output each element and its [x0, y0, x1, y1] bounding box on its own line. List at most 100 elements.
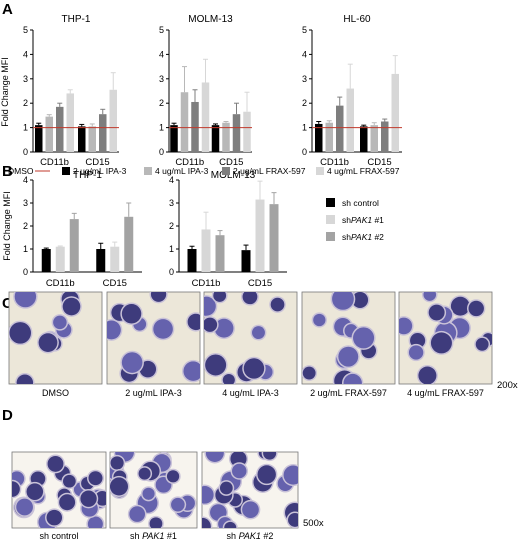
y-tick-label: 2 [169, 221, 174, 231]
cell-nucleus [202, 486, 214, 504]
cell-nucleus [80, 490, 97, 507]
bar [96, 249, 106, 272]
y-tick-label: 5 [159, 25, 164, 35]
bar [99, 114, 107, 152]
cell-nucleus [47, 455, 64, 472]
category-label: CD11b [320, 157, 349, 168]
cell-nucleus [153, 319, 173, 339]
bar [360, 126, 368, 152]
category-label: CD15 [367, 157, 391, 168]
cell-nucleus [138, 467, 151, 480]
cell-nucleus [139, 360, 157, 378]
legend-swatch [316, 167, 324, 175]
y-tick-label: 4 [169, 175, 174, 185]
cell-nucleus [242, 501, 259, 518]
cell-nucleus [302, 366, 316, 380]
category-label: CD15 [219, 157, 243, 168]
chart-0: THP-1 Fold Change MFI 0 1 2 3 4 5 CD11b CD15 [0, 14, 119, 168]
micrograph-caption: 4 ug/mL IPA-3 [222, 388, 279, 398]
cell-nucleus [62, 297, 81, 316]
bar [232, 114, 241, 152]
category-label: CD11b [175, 157, 204, 168]
cell-nucleus [288, 512, 298, 527]
y-tick-label: 1 [302, 123, 307, 133]
bar [69, 219, 79, 272]
cell-nucleus [9, 322, 32, 344]
cell-nucleus [232, 463, 247, 479]
bar [346, 88, 354, 152]
bar [35, 125, 43, 152]
cell-nucleus [423, 292, 437, 301]
chart-title: MOLM-13 [188, 14, 233, 25]
bar [255, 199, 265, 272]
cell-nucleus [107, 320, 121, 340]
legend-swatch [62, 167, 70, 175]
legend-swatch [222, 167, 230, 175]
cell-nucleus [150, 292, 167, 302]
legend-label: 2 ug/mL IPA-3 [73, 166, 127, 176]
bar [170, 125, 178, 152]
bar [109, 89, 117, 152]
cell-nucleus [450, 296, 470, 316]
bar [315, 123, 323, 152]
y-tick-label: 3 [159, 74, 164, 84]
cell-nucleus [204, 317, 218, 332]
cell-nucleus [224, 521, 237, 528]
cell-nucleus [16, 374, 34, 384]
chart-3: THP-1 Fold Change MFI 0 1 2 3 4 CD11b CD15 [2, 170, 142, 289]
cell-nucleus [88, 471, 103, 486]
category-label: CD11b [40, 157, 69, 168]
cell-nucleus [338, 346, 359, 367]
cell-nucleus [95, 490, 106, 506]
cell-nucleus [204, 296, 216, 316]
panel-letter-a: A [2, 1, 13, 18]
y-axis-label: Fold Change MFI [2, 191, 12, 261]
cell-nucleus [38, 333, 58, 352]
bar [222, 122, 230, 152]
micrograph-caption: 2 ug/mL IPA-3 [125, 388, 182, 398]
cell-nucleus [110, 456, 124, 470]
cell-nucleus [430, 332, 452, 354]
chart-1: MOLM-13 0 1 2 3 4 5 CD11b CD15 [159, 14, 252, 168]
chart-title: THP-1 [73, 170, 102, 181]
y-tick-label: 3 [23, 74, 28, 84]
bar [55, 246, 65, 272]
legend-label: shPAK1 #2 [342, 232, 384, 242]
bar [41, 249, 51, 272]
micrographs-panel-c: DMSO 2 ug/mL IPA-3 4 ug/mL IPA-3 2 ug/mL FR… [8, 291, 518, 398]
bar [391, 73, 399, 152]
cell-nucleus [213, 292, 227, 302]
cell-nucleus [166, 470, 180, 483]
magnification-label: 500x [303, 518, 324, 529]
cell-nucleus [121, 352, 143, 373]
bar [381, 121, 389, 152]
cell-nucleus [142, 487, 155, 500]
legend-swatch [326, 215, 335, 224]
category-label: CD15 [85, 157, 109, 168]
legend-panel-a: DMSO 2 ug/mL IPA-3 4 ug/mL IPA-3 2 ug/mL FR… [8, 166, 400, 176]
bar [187, 249, 197, 272]
magnification-label: 200x [497, 380, 518, 391]
bar [124, 216, 134, 272]
micrograph-caption: sh PAK1 #2 [227, 531, 274, 541]
bar [201, 82, 210, 152]
bar [45, 116, 53, 152]
legend-label: 2 ug/mL FRAX-597 [233, 166, 306, 176]
micrograph-caption: DMSO [42, 388, 69, 398]
cell-nucleus [12, 481, 20, 497]
y-tick-label: 4 [302, 49, 307, 59]
category-label: CD15 [248, 278, 272, 289]
cell-nucleus [53, 315, 67, 330]
bar [78, 126, 86, 152]
panel-letter-b: B [2, 163, 13, 180]
bar [325, 122, 333, 152]
y-axis-label: Fold Change MFI [0, 57, 10, 127]
cell-nucleus [353, 327, 375, 349]
cell-nucleus [418, 366, 437, 384]
bar [211, 125, 220, 152]
y-tick-label: 1 [169, 244, 174, 254]
micrograph-c-0 [8, 291, 103, 385]
cell-nucleus [257, 465, 276, 484]
cell-nucleus [149, 517, 163, 528]
